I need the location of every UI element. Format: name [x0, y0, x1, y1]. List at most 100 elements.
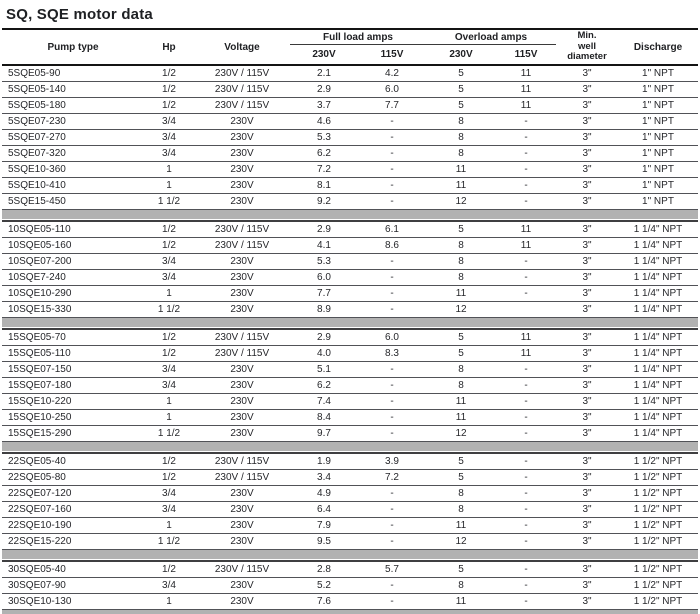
- overload-115v-cell: -: [524, 180, 528, 191]
- discharge-cell: 1 1/4" NPT: [633, 240, 683, 251]
- header-discharge: Discharge: [633, 41, 683, 53]
- voltage-cell: 230V / 115V: [214, 564, 270, 575]
- pump-type-cell: 5SQE05-180: [8, 100, 66, 111]
- full-load-115v-cell: -: [390, 288, 394, 299]
- min-well-diameter-cell: 3": [582, 412, 592, 423]
- pump-type-cell: 22SQE07-120: [8, 488, 72, 499]
- table-row: 5SQE07-270 3/4 230V 5.3 - 8 - 3" 1" NPT: [2, 130, 698, 146]
- discharge-cell: 1" NPT: [642, 116, 674, 127]
- separator-bar: [2, 610, 698, 614]
- discharge-cell: 1 1/4" NPT: [633, 288, 683, 299]
- overload-115v-cell: -: [524, 380, 528, 391]
- pump-type-cell: 22SQE07-160: [8, 504, 72, 515]
- table-row: 10SQE15-330 1 1/2 230V 8.9 - 12 3" 1 1/4" NPT: [2, 302, 698, 318]
- min-well-diameter-cell: 3": [582, 348, 592, 359]
- overload-115v-cell: 11: [520, 348, 532, 359]
- table-row: 22SQE05-80 1/2 230V / 115V 3.4 7.2 5 - 3" 1 1/2"…: [2, 470, 698, 486]
- overload-230v-cell: 8: [458, 580, 464, 591]
- overload-115v-cell: -: [524, 272, 528, 283]
- discharge-cell: 1 1/2" NPT: [633, 536, 683, 547]
- table-row: 10SQE05-160 1/2 230V / 115V 4.1 8.6 8 11 3" 1 1/…: [2, 238, 698, 254]
- overload-115v-cell: 11: [520, 224, 532, 235]
- voltage-cell: 230V / 115V: [214, 68, 270, 79]
- overload-230v-cell: 12: [455, 536, 467, 547]
- overload-115v-cell: 11: [520, 84, 532, 95]
- full-load-115v-cell: 6.1: [385, 224, 399, 235]
- pump-type-cell: 22SQE05-80: [8, 472, 66, 483]
- separator-bar: [2, 210, 698, 219]
- header-full-load-230v: 230V: [312, 49, 336, 60]
- full-load-115v-cell: 8.3: [385, 348, 399, 359]
- overload-115v-cell: -: [524, 596, 528, 607]
- min-well-diameter-cell: 3": [582, 536, 592, 547]
- hp-cell: 1/2: [162, 348, 176, 359]
- hp-cell: 1: [166, 412, 172, 423]
- voltage-cell: 230V / 115V: [214, 224, 270, 235]
- hp-cell: 1 1/2: [157, 196, 181, 207]
- overload-230v-cell: 5: [458, 68, 464, 79]
- discharge-cell: 1" NPT: [642, 148, 674, 159]
- full-load-230v-cell: 2.9: [317, 224, 331, 235]
- voltage-cell: 230V: [230, 132, 254, 143]
- table-row: 10SQE07-200 3/4 230V 5.3 - 8 - 3" 1 1/4" NPT: [2, 254, 698, 270]
- full-load-115v-cell: -: [390, 304, 394, 315]
- full-load-115v-cell: 6.0: [385, 84, 399, 95]
- pump-type-cell: 5SQE05-140: [8, 84, 66, 95]
- hp-cell: 3/4: [162, 364, 176, 375]
- full-load-115v-cell: 5.7: [385, 564, 399, 575]
- overload-115v-cell: -: [524, 504, 528, 515]
- section-separator: [2, 210, 698, 222]
- full-load-230v-cell: 5.2: [317, 580, 331, 591]
- header-voltage: Voltage: [224, 41, 260, 53]
- hp-cell: 3/4: [162, 132, 176, 143]
- overload-115v-cell: -: [524, 488, 528, 499]
- discharge-cell: 1 1/4" NPT: [633, 256, 683, 267]
- hp-cell: 1: [166, 396, 172, 407]
- pump-type-cell: 15SQE05-70: [8, 332, 66, 343]
- separator-bar: [2, 442, 698, 451]
- separator-bar: [2, 318, 698, 327]
- overload-230v-cell: 8: [458, 132, 464, 143]
- pump-type-cell: 5SQE07-320: [8, 148, 66, 159]
- full-load-230v-cell: 5.1: [317, 364, 331, 375]
- header-overload-amps: Overload amps: [426, 30, 556, 45]
- overload-230v-cell: 11: [455, 288, 467, 299]
- min-well-diameter-cell: 3": [582, 364, 592, 375]
- min-well-diameter-cell: 3": [582, 240, 592, 251]
- min-well-diameter-cell: 3": [582, 164, 592, 175]
- section-separator: [2, 318, 698, 330]
- full-load-115v-cell: -: [390, 164, 394, 175]
- full-load-230v-cell: 3.4: [317, 472, 331, 483]
- min-well-diameter-cell: 3": [582, 428, 592, 439]
- full-load-230v-cell: 3.7: [317, 100, 331, 111]
- full-load-115v-cell: -: [390, 132, 394, 143]
- table-row: 5SQE05-90 1/2 230V / 115V 2.1 4.2 5 11 3" 1" NPT: [2, 66, 698, 82]
- voltage-cell: 230V: [230, 488, 254, 499]
- hp-cell: 1: [166, 596, 172, 607]
- full-load-230v-cell: 2.1: [317, 68, 331, 79]
- voltage-cell: 230V / 115V: [214, 240, 270, 251]
- table-row: 22SQE07-120 3/4 230V 4.9 - 8 - 3" 1 1/2" NPT: [2, 486, 698, 502]
- hp-cell: 1/2: [162, 564, 176, 575]
- full-load-115v-cell: 7.7: [385, 100, 399, 111]
- discharge-cell: 1 1/4" NPT: [633, 272, 683, 283]
- discharge-cell: 1" NPT: [642, 164, 674, 175]
- min-well-diameter-cell: 3": [582, 564, 592, 575]
- overload-115v-cell: 11: [520, 240, 532, 251]
- discharge-cell: 1" NPT: [642, 132, 674, 143]
- full-load-230v-cell: 7.4: [317, 396, 331, 407]
- min-well-diameter-cell: 3": [582, 332, 592, 343]
- table-row: 10SQE7-240 3/4 230V 6.0 - 8 - 3" 1 1/4" NPT: [2, 270, 698, 286]
- min-well-diameter-cell: 3": [582, 196, 592, 207]
- pump-type-cell: 5SQE10-360: [8, 164, 66, 175]
- discharge-cell: 1 1/4" NPT: [633, 412, 683, 423]
- pump-type-cell: 10SQE05-110: [8, 224, 71, 235]
- page-title: SQ, SQE motor data: [6, 6, 153, 23]
- pump-type-cell: 10SQE15-330: [8, 304, 72, 315]
- discharge-cell: 1" NPT: [642, 196, 674, 207]
- voltage-cell: 230V: [230, 396, 254, 407]
- overload-115v-cell: -: [524, 196, 528, 207]
- voltage-cell: 230V: [230, 196, 254, 207]
- full-load-230v-cell: 5.3: [317, 256, 331, 267]
